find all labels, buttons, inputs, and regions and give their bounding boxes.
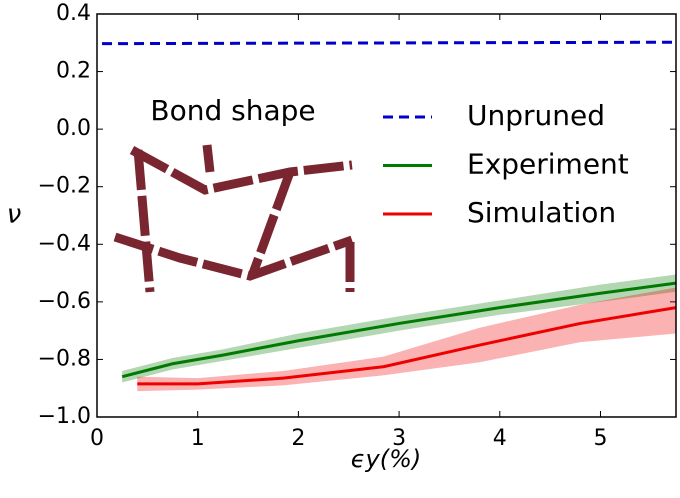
x-tick-label: 4 — [493, 426, 507, 451]
x-axis-label: ϵy(%) — [351, 445, 422, 473]
inset-title: Bond shape — [150, 94, 315, 127]
legend-label: Simulation — [467, 196, 616, 229]
y-tick-label: −0.6 — [38, 289, 91, 314]
x-tick-label: 0 — [90, 426, 104, 451]
y-tick-label: −0.2 — [38, 174, 91, 199]
series-line — [121, 281, 677, 379]
x-tick-label: 3 — [392, 426, 406, 451]
y-tick-label: −1.0 — [38, 404, 91, 429]
bond — [247, 170, 295, 278]
y-tick-label: −0.4 — [38, 231, 91, 256]
x-tick-label: 1 — [191, 426, 205, 451]
x-tick-label: 5 — [593, 426, 607, 451]
series-line — [137, 306, 677, 386]
legend-label: Unpruned — [467, 99, 605, 132]
y-tick-label: 0.2 — [56, 59, 91, 84]
bond — [129, 146, 353, 195]
inset-bond-shape — [113, 144, 355, 293]
error-band — [137, 287, 676, 392]
y-tick-label: 0.4 — [56, 1, 91, 26]
x-tick-label: 2 — [291, 426, 305, 451]
y-tick-label: 0.0 — [56, 116, 91, 141]
y-tick-label: −0.8 — [38, 346, 91, 371]
bond — [202, 144, 215, 173]
series-line — [102, 40, 677, 46]
plot-frame — [96, 13, 677, 418]
bond — [133, 149, 155, 293]
y-axis-label: ν — [7, 200, 22, 230]
legend-label: Experiment — [467, 148, 629, 181]
